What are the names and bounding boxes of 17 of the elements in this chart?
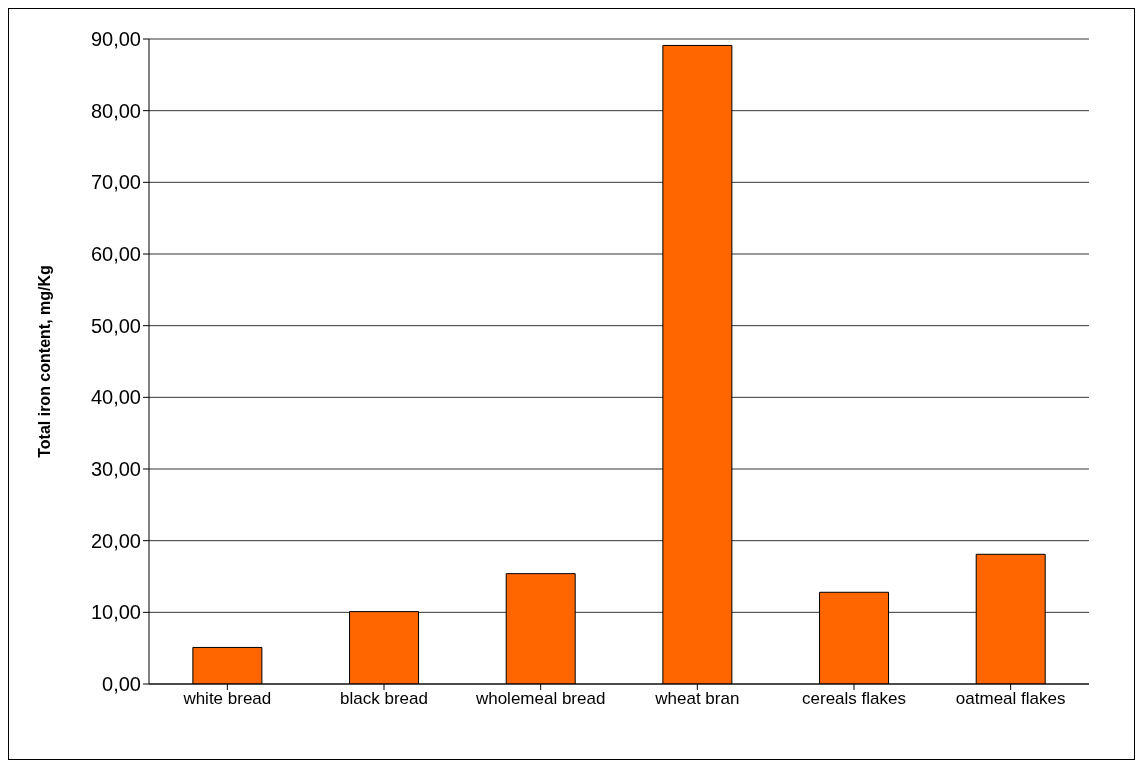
y-tick-label: 30,00 xyxy=(90,458,141,481)
x-tick-label: black bread xyxy=(340,689,428,709)
y-tick-label: 80,00 xyxy=(90,99,141,122)
y-tick-label: 20,00 xyxy=(90,529,141,552)
y-tick-label: 50,00 xyxy=(90,314,141,337)
y-tick-label: 40,00 xyxy=(90,386,141,409)
y-axis-title: Total iron content, mg/Kg xyxy=(35,265,53,458)
x-tick-label: cereals flakes xyxy=(802,689,906,709)
x-tick-label: white bread xyxy=(182,689,272,709)
x-tick-label: oatmeal flakes xyxy=(955,689,1066,709)
y-tick-label: 70,00 xyxy=(90,171,141,194)
x-tick-label: wheat bran xyxy=(654,689,740,709)
y-tick-label: 10,00 xyxy=(90,601,141,624)
x-tick-label: wholemeal bread xyxy=(474,689,606,709)
y-tick-label: 60,00 xyxy=(90,243,141,266)
y-tick-label: 90,00 xyxy=(90,28,141,51)
y-tick-label: 0,00 xyxy=(102,673,141,696)
